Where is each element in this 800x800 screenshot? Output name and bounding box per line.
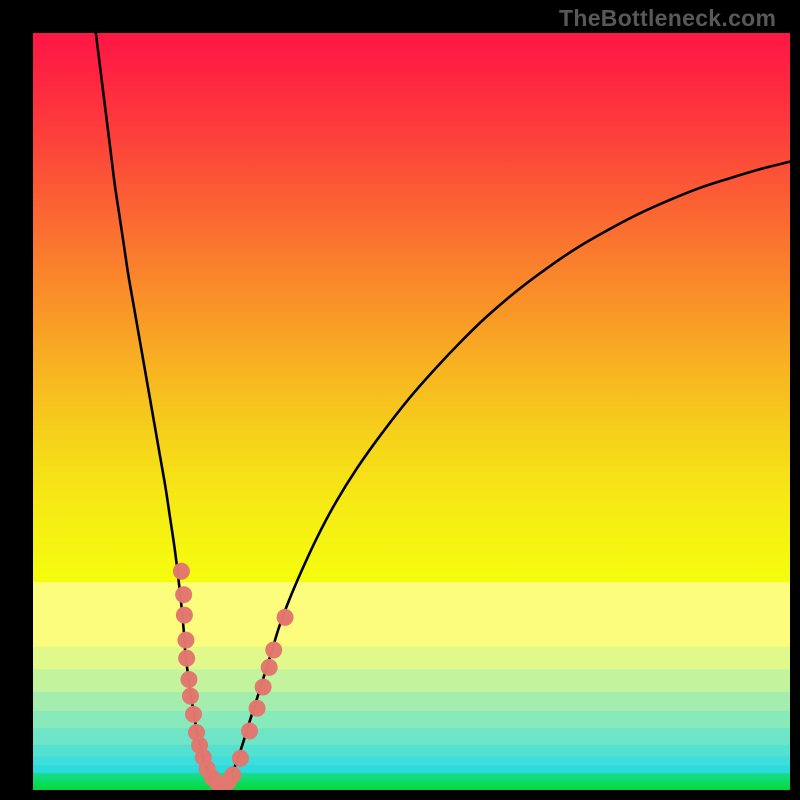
scatter-point — [180, 671, 197, 688]
scatter-point — [224, 766, 241, 783]
gradient-background — [33, 33, 790, 790]
scatter-point — [178, 650, 195, 667]
scatter-point — [277, 609, 294, 626]
scatter-point — [173, 563, 190, 580]
plot-svg — [33, 33, 790, 790]
scatter-point — [177, 632, 194, 649]
scatter-point — [249, 700, 266, 717]
scatter-point — [182, 688, 199, 705]
scatter-point — [265, 641, 282, 658]
chart-frame: TheBottleneck.com — [0, 0, 800, 800]
scatter-point — [232, 750, 249, 767]
scatter-point — [175, 586, 192, 603]
watermark-text: TheBottleneck.com — [559, 5, 776, 32]
scatter-point — [241, 722, 258, 739]
scatter-point — [261, 659, 278, 676]
plot-area — [33, 33, 790, 790]
scatter-point — [185, 706, 202, 723]
scatter-point — [255, 679, 272, 696]
scatter-point — [176, 607, 193, 624]
